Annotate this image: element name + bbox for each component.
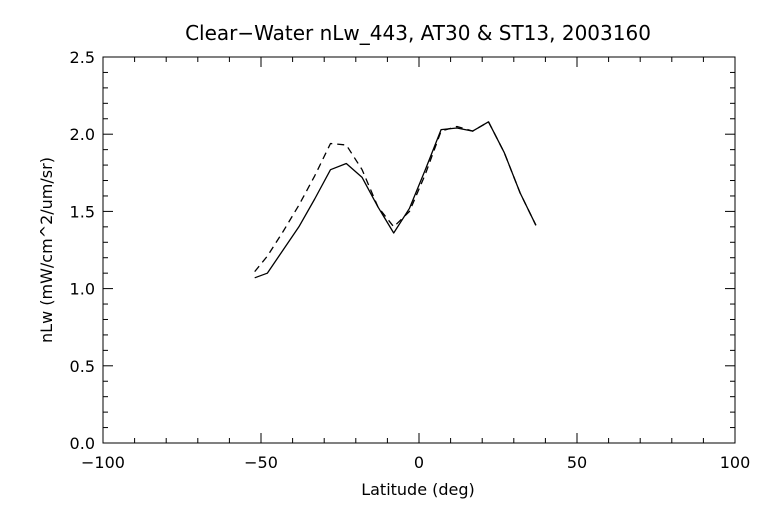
- x-tick-label: −100: [81, 453, 125, 472]
- y-tick-label: 2.5: [70, 48, 95, 67]
- axis-tick-labels: −100 −50 0 50 100 0.0 0.5 1.0 1.5 2.0 2.5: [70, 48, 751, 472]
- x-tick-label: −50: [244, 453, 278, 472]
- plot-frame: [102, 56, 736, 444]
- x-tick-label: 50: [567, 453, 587, 472]
- y-axis-label: nLw (mW/cm^2/um/sr): [37, 157, 56, 343]
- dashed-series-line: [254, 121, 537, 273]
- solid-series-line: [254, 121, 537, 279]
- chart-title: Clear−Water nLw_443, AT30 & ST13, 200316…: [185, 21, 651, 45]
- series-lines: [254, 121, 537, 279]
- x-tick-label: 0: [414, 453, 424, 472]
- y-tick-label: 1.0: [70, 280, 95, 299]
- y-tick-label: 0.0: [70, 434, 95, 453]
- y-tick-label: 2.0: [70, 125, 95, 144]
- y-tick-label: 1.5: [70, 202, 95, 221]
- x-axis-label: Latitude (deg): [361, 480, 475, 499]
- axis-ticks: [102, 56, 736, 444]
- x-tick-label: 100: [720, 453, 751, 472]
- y-tick-label: 0.5: [70, 357, 95, 376]
